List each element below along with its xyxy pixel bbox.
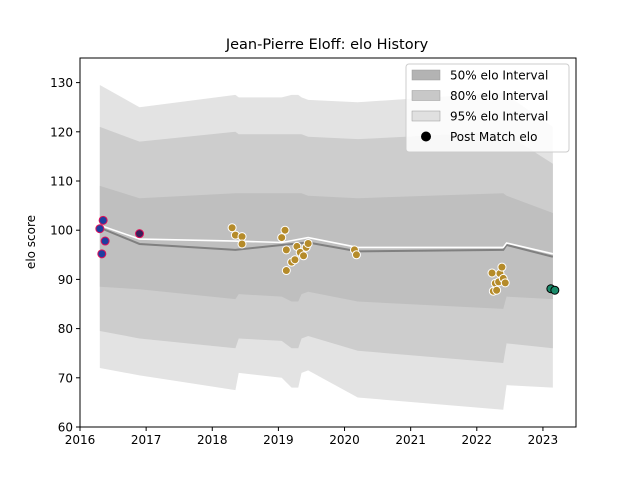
post-match-point bbox=[281, 266, 291, 276]
post-match-point bbox=[237, 239, 247, 249]
post-match-point bbox=[299, 251, 309, 261]
plot-area bbox=[95, 85, 560, 410]
x-tick-label: 2021 bbox=[395, 433, 426, 447]
y-tick-label: 120 bbox=[50, 125, 73, 139]
legend-box bbox=[405, 63, 570, 153]
x-tick-label: 2017 bbox=[131, 433, 162, 447]
post-match-point bbox=[497, 262, 507, 272]
y-axis: 60 70 80 90 100 110 120 130 bbox=[50, 76, 80, 435]
series-line-2 bbox=[99, 224, 554, 255]
legend-swatch bbox=[411, 90, 441, 101]
legend-swatch bbox=[411, 110, 441, 122]
post-match-point bbox=[100, 236, 110, 246]
chart-title: Jean-Pierre Eloff: elo History bbox=[225, 37, 429, 53]
x-tick-label: 2016 bbox=[65, 433, 96, 447]
x-tick-label: 2022 bbox=[462, 433, 493, 447]
post-match-point bbox=[303, 238, 313, 248]
post-match-point bbox=[95, 224, 105, 234]
x-tick-label: 2023 bbox=[528, 433, 559, 447]
post-match-point bbox=[97, 249, 107, 259]
post-match-point bbox=[280, 225, 290, 235]
post-match-point bbox=[500, 278, 510, 288]
post-match-point bbox=[290, 255, 300, 265]
y-tick-label: 110 bbox=[50, 175, 73, 189]
post-match-point bbox=[237, 232, 247, 242]
y-tick-label: 130 bbox=[50, 76, 73, 90]
axes-frame bbox=[79, 57, 577, 428]
post-match-point bbox=[351, 250, 361, 260]
x-tick-label: 2018 bbox=[197, 433, 228, 447]
legend-marker bbox=[421, 131, 431, 142]
post-match-point bbox=[492, 285, 502, 295]
legend-label: 50% elo Interval bbox=[450, 69, 548, 83]
legend-label: 80% elo Interval bbox=[450, 89, 548, 103]
y-axis-label: elo score bbox=[24, 215, 38, 269]
post-match-point bbox=[135, 229, 145, 239]
y-tick-label: 80 bbox=[58, 322, 73, 336]
x-tick-label: 2020 bbox=[329, 433, 360, 447]
legend: 50% elo Interval 80% elo Interval 95% elo … bbox=[405, 63, 570, 153]
legend-label: 95% elo Interval bbox=[450, 110, 548, 124]
post-match-point bbox=[98, 215, 108, 225]
legend-swatch bbox=[411, 69, 441, 81]
post-match-point bbox=[281, 245, 291, 255]
post-match-point bbox=[227, 223, 237, 233]
legend-label: Post Match elo bbox=[450, 130, 537, 144]
band-3 bbox=[99, 185, 553, 309]
post-match-point bbox=[277, 233, 287, 243]
post-match-point bbox=[550, 285, 560, 295]
y-tick-label: 100 bbox=[50, 224, 73, 238]
y-tick-label: 90 bbox=[58, 273, 73, 287]
x-axis: 2016 2017 2018 2019 2020 2021 2022 2023 bbox=[65, 427, 558, 447]
y-tick-label: 70 bbox=[58, 371, 73, 385]
post-match-point bbox=[487, 268, 497, 278]
x-tick-label: 2019 bbox=[263, 433, 294, 447]
y-tick-label: 60 bbox=[58, 421, 73, 435]
